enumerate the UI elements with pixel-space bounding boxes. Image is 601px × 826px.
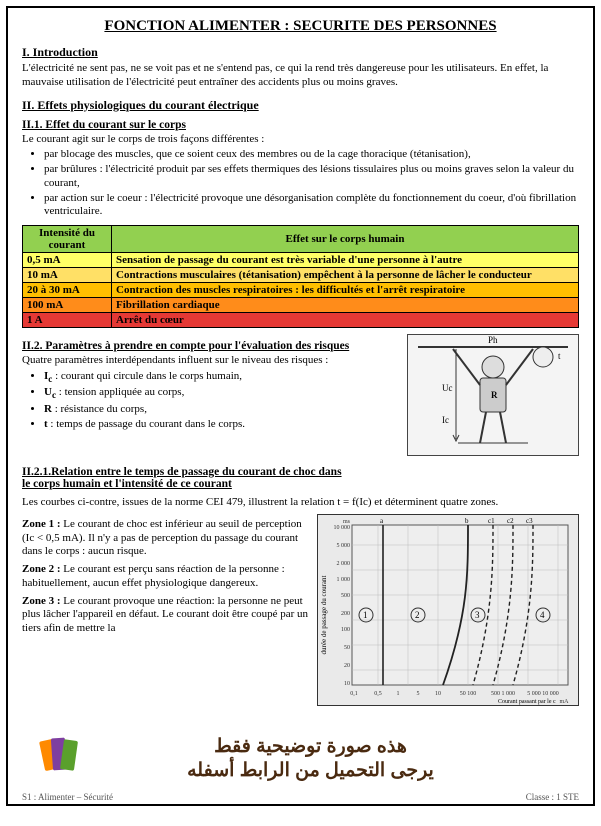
svg-text:mA: mA <box>560 699 570 705</box>
list-item: Uc : tension appliquée au corps, <box>44 386 399 402</box>
zone-paragraph: Zone 1 : Le courant de choc est inférieu… <box>22 518 309 559</box>
cell-effet: Contractions musculaires (tétanisation) … <box>112 268 579 283</box>
zone-label: Zone 2 : <box>22 563 61 575</box>
zone-paragraph: Zone 3 : Le courant provoque une réactio… <box>22 595 309 636</box>
svg-text:10: 10 <box>344 681 350 687</box>
footer-left: S1 : Alimenter – Sécurité <box>22 792 113 802</box>
svg-text:2: 2 <box>415 610 420 620</box>
sec2-2-intro: Quatre paramètres interdépendants influe… <box>22 354 399 368</box>
svg-text:0,5: 0,5 <box>374 691 382 697</box>
svg-text:200: 200 <box>341 611 350 617</box>
zone-text: Le courant de choc est inférieur au seui… <box>22 518 302 558</box>
watermark-line2: يرجى التحميل من الرابط أسفله <box>48 759 573 784</box>
cell-intensite: 20 à 30 mA <box>23 283 112 298</box>
table-header-row: Intensité du courant Effet sur le corps … <box>23 226 579 253</box>
zones-text: Zone 1 : Le courant de choc est inférieu… <box>22 514 309 706</box>
table-row: 1 A Arrêt du cœur <box>23 313 579 328</box>
svg-text:Courant passant par le c: Courant passant par le c <box>498 699 556 705</box>
fig-label-ph: Ph <box>488 335 498 345</box>
list-item: par brûlures : l'électricité produit par… <box>44 163 579 191</box>
figure-person: R Ph Uc Ic t <box>407 334 579 456</box>
cell-effet: Arrêt du cœur <box>112 313 579 328</box>
svg-text:c2: c2 <box>507 517 514 525</box>
svg-text:durée de passage du courant: durée de passage du courant <box>320 575 328 654</box>
table-header: Effet sur le corps humain <box>112 226 579 253</box>
fig-label-uc: Uc <box>442 383 453 393</box>
sec221-intro: Les courbes ci-contre, issues de la norm… <box>22 496 579 510</box>
svg-text:b: b <box>465 517 469 525</box>
fig-label-t: t <box>558 351 561 361</box>
svg-text:a: a <box>380 517 384 525</box>
cei479-chart: 1 2 3 4 a b c1 c2 c3 10 000 5 000 2 000 … <box>317 514 579 706</box>
list-item: t : temps de passage du courant dans le … <box>44 418 399 432</box>
svg-text:5 000: 5 000 <box>337 543 351 549</box>
svg-text:ms: ms <box>343 519 351 525</box>
bullet-text: : temps de passage du courant dans le co… <box>50 418 245 430</box>
svg-text:c3: c3 <box>526 517 533 525</box>
watermark-line1: هذه صورة توضيحية فقط <box>48 735 573 760</box>
svg-text:2 000: 2 000 <box>337 561 351 567</box>
bullet-text: : courant qui circule dans le corps huma… <box>55 370 242 382</box>
svg-text:1: 1 <box>397 691 400 697</box>
effects-table: Intensité du courant Effet sur le corps … <box>22 225 579 328</box>
fig-label-ic: Ic <box>442 415 449 425</box>
cell-intensite: 10 mA <box>23 268 112 283</box>
sec2-1-intro: Le courant agit sur le corps de trois fa… <box>22 133 579 147</box>
intro-text: L'électricité ne sent pas, ne se voit pa… <box>22 62 579 90</box>
watermark-text: هذه صورة توضيحية فقط يرجى التحميل من الر… <box>48 735 573 784</box>
svg-text:c1: c1 <box>488 517 495 525</box>
svg-text:500 1 000: 500 1 000 <box>491 691 515 697</box>
cell-intensite: 1 A <box>23 313 112 328</box>
zone-label: Zone 3 : <box>22 595 61 607</box>
cell-effet: Fibrillation cardiaque <box>112 298 579 313</box>
bullet-text: : résistance du corps, <box>55 403 147 415</box>
svg-text:10: 10 <box>435 691 441 697</box>
svg-text:0,1: 0,1 <box>350 691 358 697</box>
cell-intensite: 100 mA <box>23 298 112 313</box>
table-row: 0,5 mA Sensation de passage du courant e… <box>23 253 579 268</box>
zones-block: Zone 1 : Le courant de choc est inférieu… <box>22 514 579 706</box>
heading-sec2-2-1: II.2.1.Relation entre le temps de passag… <box>22 466 352 490</box>
table-row: 10 mA Contractions musculaires (tétanisa… <box>23 268 579 283</box>
heading-intro: I. Introduction <box>22 45 579 60</box>
list-item: par action sur le coeur : l'électricité … <box>44 192 579 220</box>
svg-text:20: 20 <box>344 663 350 669</box>
heading-sec2-1: II.1. Effet du courant sur le corps <box>22 119 579 131</box>
table-row: 20 à 30 mA Contraction des muscles respi… <box>23 283 579 298</box>
svg-text:50: 50 <box>344 645 350 651</box>
sec2-2-bullets: Ic : courant qui circule dans le corps h… <box>44 370 399 432</box>
footer-right: Classe : 1 STE <box>526 792 579 802</box>
page-title: FONCTION ALIMENTER : SECURITE DES PERSON… <box>22 18 579 35</box>
svg-text:500: 500 <box>341 593 350 599</box>
zone-text: Le courant est perçu sans réaction de la… <box>22 563 285 589</box>
svg-text:3: 3 <box>475 610 480 620</box>
sec2-1-bullets: par blocage des muscles, que ce soient c… <box>44 148 579 219</box>
list-item: par blocage des muscles, que ce soient c… <box>44 148 579 162</box>
zone-text: Le courant provoque une réaction: la per… <box>22 595 308 635</box>
svg-text:R: R <box>491 390 498 400</box>
list-item: R : résistance du corps, <box>44 403 399 417</box>
heading-sec2: II. Effets physiologiques du courant éle… <box>22 98 579 113</box>
svg-text:5 000 10 000: 5 000 10 000 <box>527 691 559 697</box>
svg-text:10 000: 10 000 <box>334 525 351 531</box>
table-header: Intensité du courant <box>23 226 112 253</box>
footer: S1 : Alimenter – Sécurité Classe : 1 STE <box>22 792 579 802</box>
zone-label: Zone 1 : <box>22 518 61 530</box>
bullet-text: : tension appliquée au corps, <box>59 386 185 398</box>
sec2-2-block: II.2. Paramètres à prendre en compte pou… <box>22 334 579 456</box>
cell-effet: Contraction des muscles respiratoires : … <box>112 283 579 298</box>
page: FONCTION ALIMENTER : SECURITE DES PERSON… <box>6 6 595 806</box>
cell-intensite: 0,5 mA <box>23 253 112 268</box>
list-item: Ic : courant qui circule dans le corps h… <box>44 370 399 386</box>
svg-text:5: 5 <box>417 691 420 697</box>
svg-text:100: 100 <box>341 627 350 633</box>
zone-paragraph: Zone 2 : Le courant est perçu sans réact… <box>22 563 309 591</box>
heading-sec2-2: II.2. Paramètres à prendre en compte pou… <box>22 340 399 352</box>
svg-text:1: 1 <box>363 610 368 620</box>
cell-effet: Sensation de passage du courant est très… <box>112 253 579 268</box>
svg-text:1 000: 1 000 <box>337 577 351 583</box>
svg-text:4: 4 <box>540 610 545 620</box>
svg-text:50 100: 50 100 <box>460 691 477 697</box>
table-row: 100 mA Fibrillation cardiaque <box>23 298 579 313</box>
